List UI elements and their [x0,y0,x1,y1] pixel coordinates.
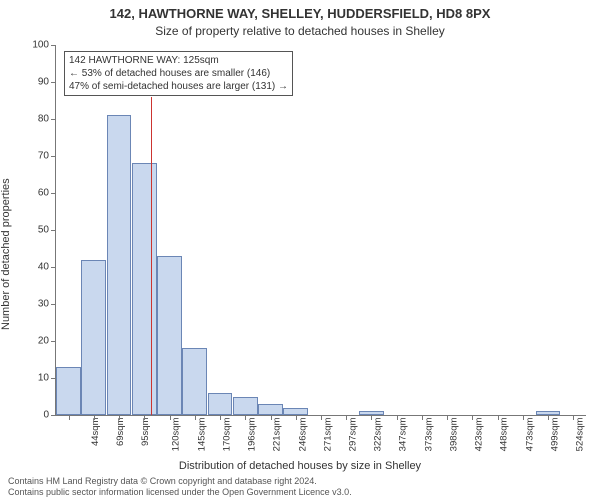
histogram-bar [107,115,132,415]
x-tick [472,415,473,420]
y-axis-label: Number of detached properties [0,88,12,240]
y-tick-label: 10 [21,373,49,384]
footer-line-2: Contains public sector information licen… [8,487,352,498]
x-axis-label: Distribution of detached houses by size … [0,460,600,472]
x-tick-label: 145sqm [196,418,207,452]
x-tick [94,415,95,420]
x-tick [271,415,272,420]
annotation-box: 142 HAWTHORNE WAY: 125sqm ← 53% of detac… [64,51,293,96]
x-tick [346,415,347,420]
x-tick-label: 322sqm [373,418,384,452]
y-tick [51,230,56,231]
x-tick-label: 69sqm [115,418,126,447]
y-tick-label: 70 [21,151,49,162]
x-tick [397,415,398,420]
y-tick [51,415,56,416]
x-tick [195,415,196,420]
x-tick [119,415,120,420]
annotation-line-1: 142 HAWTHORNE WAY: 125sqm [69,54,288,67]
title-line-2: Size of property relative to detached ho… [0,24,600,38]
histogram-bar [157,256,182,415]
x-tick-label: 423sqm [474,418,485,452]
y-tick [51,304,56,305]
histogram-bar [182,348,207,415]
x-tick-label: 347sqm [398,418,409,452]
x-tick-label: 196sqm [246,418,257,452]
histogram-bar [208,393,233,415]
title-line-1: 142, HAWTHORNE WAY, SHELLEY, HUDDERSFIEL… [0,6,600,21]
x-tick [371,415,372,420]
x-tick [523,415,524,420]
x-tick-label: 398sqm [448,418,459,452]
footer-text: Contains HM Land Registry data © Crown c… [8,476,352,498]
x-tick [220,415,221,420]
x-tick [573,415,574,420]
y-tick [51,45,56,46]
annotation-line-2: ← 53% of detached houses are smaller (14… [69,67,288,80]
x-tick-label: 297sqm [347,418,358,452]
histogram-bar [56,367,81,415]
x-tick [170,415,171,420]
x-tick [447,415,448,420]
y-tick-label: 30 [21,299,49,310]
x-tick-label: 373sqm [423,418,434,452]
y-tick [51,193,56,194]
x-tick-label: 448sqm [499,418,510,452]
footer-line-1: Contains HM Land Registry data © Crown c… [8,476,352,487]
x-tick-label: 221sqm [272,418,283,452]
y-tick-label: 20 [21,336,49,347]
x-tick [245,415,246,420]
y-tick-label: 60 [21,188,49,199]
x-tick [498,415,499,420]
y-tick [51,267,56,268]
chart-container: 142, HAWTHORNE WAY, SHELLEY, HUDDERSFIEL… [0,0,600,500]
y-tick-label: 80 [21,114,49,125]
x-tick [69,415,70,420]
histogram-bar [81,260,106,415]
x-tick-label: 524sqm [574,418,585,452]
x-tick-label: 120sqm [171,418,182,452]
x-tick-label: 246sqm [297,418,308,452]
x-tick [422,415,423,420]
y-tick-label: 90 [21,77,49,88]
plot-area: 010203040506070809010044sqm69sqm95sqm120… [55,45,586,416]
y-tick [51,82,56,83]
y-tick-label: 50 [21,225,49,236]
y-tick-label: 0 [21,410,49,421]
y-tick [51,119,56,120]
x-tick-label: 499sqm [549,418,560,452]
histogram-bar [132,163,157,415]
y-tick-label: 40 [21,262,49,273]
y-tick [51,378,56,379]
histogram-bar [283,408,308,415]
y-tick-label: 100 [21,40,49,51]
histogram-bar [258,404,283,415]
x-tick [321,415,322,420]
y-tick [51,341,56,342]
x-tick-label: 95sqm [140,418,151,447]
x-tick-label: 44sqm [90,418,101,447]
histogram-bar [233,397,258,416]
annotation-line-3: 47% of semi-detached houses are larger (… [69,80,288,93]
x-tick-label: 473sqm [524,418,535,452]
y-tick [51,156,56,157]
x-tick [144,415,145,420]
x-tick-label: 271sqm [322,418,333,452]
x-tick [296,415,297,420]
x-tick-label: 170sqm [221,418,232,452]
x-tick [548,415,549,420]
reference-line [151,97,152,415]
